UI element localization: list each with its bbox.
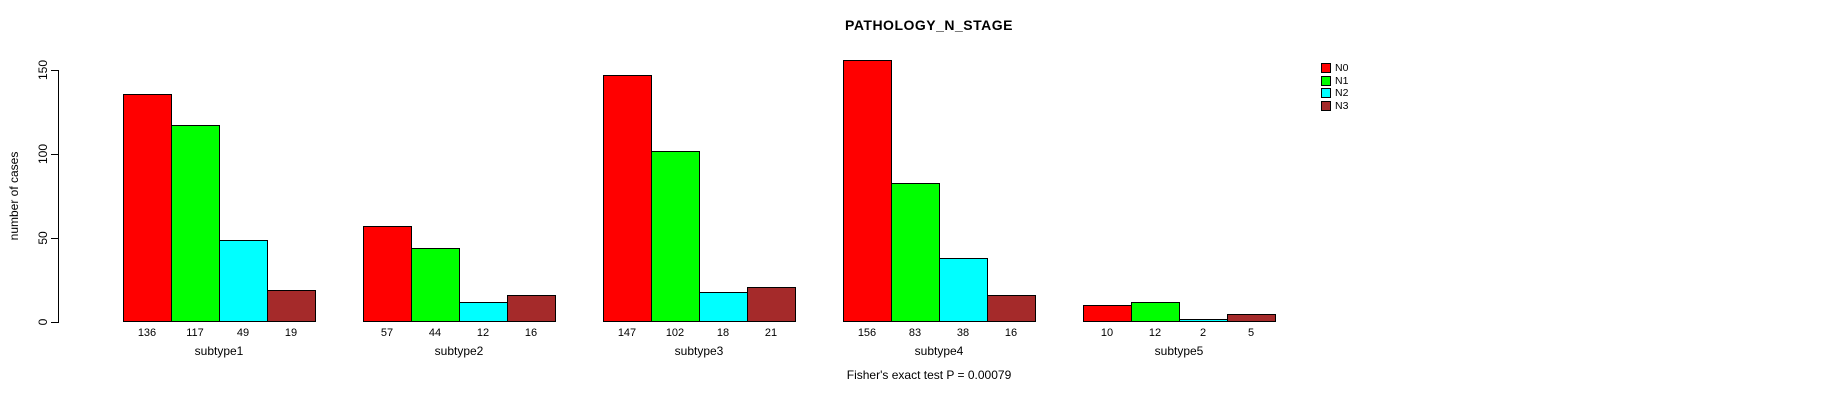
legend-item-N3: N3: [1321, 100, 1348, 113]
y-axis-line: [58, 70, 59, 323]
bar-subtype4-N1: [891, 183, 940, 322]
bar-value-label: 83: [908, 327, 922, 339]
category-label: subtype5: [1154, 344, 1204, 358]
bar-value-label: 44: [428, 327, 442, 339]
bar-value-label: 147: [617, 327, 637, 339]
legend-label: N2: [1335, 87, 1349, 100]
legend-item-N2: N2: [1321, 87, 1348, 100]
y-axis-tick: [51, 154, 58, 155]
bar-value-label: 5: [1247, 327, 1255, 339]
category-label: subtype4: [914, 344, 964, 358]
y-axis-tick-label: 150: [36, 59, 50, 81]
bar-subtype1-N3: [267, 290, 316, 322]
bar-value-label: 49: [236, 327, 250, 339]
bar-subtype3-N0: [603, 75, 652, 322]
bar-value-label: 136: [137, 327, 157, 339]
bar-subtype2-N1: [411, 248, 460, 322]
legend-label: N1: [1335, 74, 1349, 87]
legend-label: N3: [1335, 99, 1349, 112]
legend-item-N0: N0: [1321, 62, 1348, 75]
bar-subtype3-N2: [699, 292, 748, 322]
bar-value-label: 10: [1100, 327, 1114, 339]
bar-value-label: 12: [476, 327, 490, 339]
fisher-test-annotation: Fisher's exact test P = 0.00079: [846, 368, 1012, 382]
bar-subtype5-N2: [1179, 319, 1228, 322]
bar-value-label: 18: [716, 327, 730, 339]
chart-title: PATHOLOGY_N_STAGE: [845, 17, 1013, 33]
bar-value-label: 16: [524, 327, 538, 339]
bar-value-label: 117: [186, 327, 204, 339]
legend: N0 N1 N2 N3: [1321, 62, 1348, 112]
bar-subtype4-N2: [939, 258, 988, 322]
bar-subtype3-N1: [651, 151, 700, 322]
y-axis-tick-label: 100: [36, 143, 50, 165]
bar-value-label: 19: [284, 327, 298, 339]
bar-subtype2-N2: [459, 302, 508, 322]
category-label: subtype3: [674, 344, 724, 358]
bar-value-label: 16: [1004, 327, 1018, 339]
legend-swatch-N3: [1321, 101, 1331, 112]
bar-value-label: 12: [1148, 327, 1162, 339]
bar-subtype1-N2: [219, 240, 268, 322]
bar-subtype1-N0: [123, 94, 172, 322]
bar-value-label: 38: [956, 327, 970, 339]
category-label: subtype2: [434, 344, 484, 358]
y-axis-tick-label: 50: [36, 231, 50, 245]
bar-subtype4-N3: [987, 295, 1036, 322]
category-label: subtype1: [194, 344, 244, 358]
y-axis-tick: [51, 322, 58, 323]
bar-value-label: 156: [857, 327, 877, 339]
bar-subtype5-N3: [1227, 314, 1276, 322]
legend-swatch-N1: [1321, 75, 1331, 86]
legend-swatch-N0: [1321, 63, 1331, 74]
bar-value-label: 102: [665, 327, 685, 339]
bar-subtype2-N3: [507, 295, 556, 322]
legend-item-N1: N1: [1321, 75, 1348, 88]
bar-subtype5-N1: [1131, 302, 1180, 322]
bar-subtype1-N1: [171, 125, 220, 322]
bar-subtype3-N3: [747, 287, 796, 322]
bar-subtype4-N0: [843, 60, 892, 322]
y-axis-tick: [51, 238, 58, 239]
bar-subtype5-N0: [1083, 305, 1132, 322]
bar-value-label: 21: [764, 327, 778, 339]
y-axis-tick-label: 0: [36, 318, 50, 326]
legend-swatch-N2: [1321, 88, 1331, 99]
bar-value-label: 2: [1199, 327, 1207, 339]
y-axis-tick: [51, 70, 58, 71]
bar-subtype2-N0: [363, 226, 412, 322]
bar-value-label: 57: [380, 327, 394, 339]
legend-label: N0: [1335, 62, 1349, 74]
